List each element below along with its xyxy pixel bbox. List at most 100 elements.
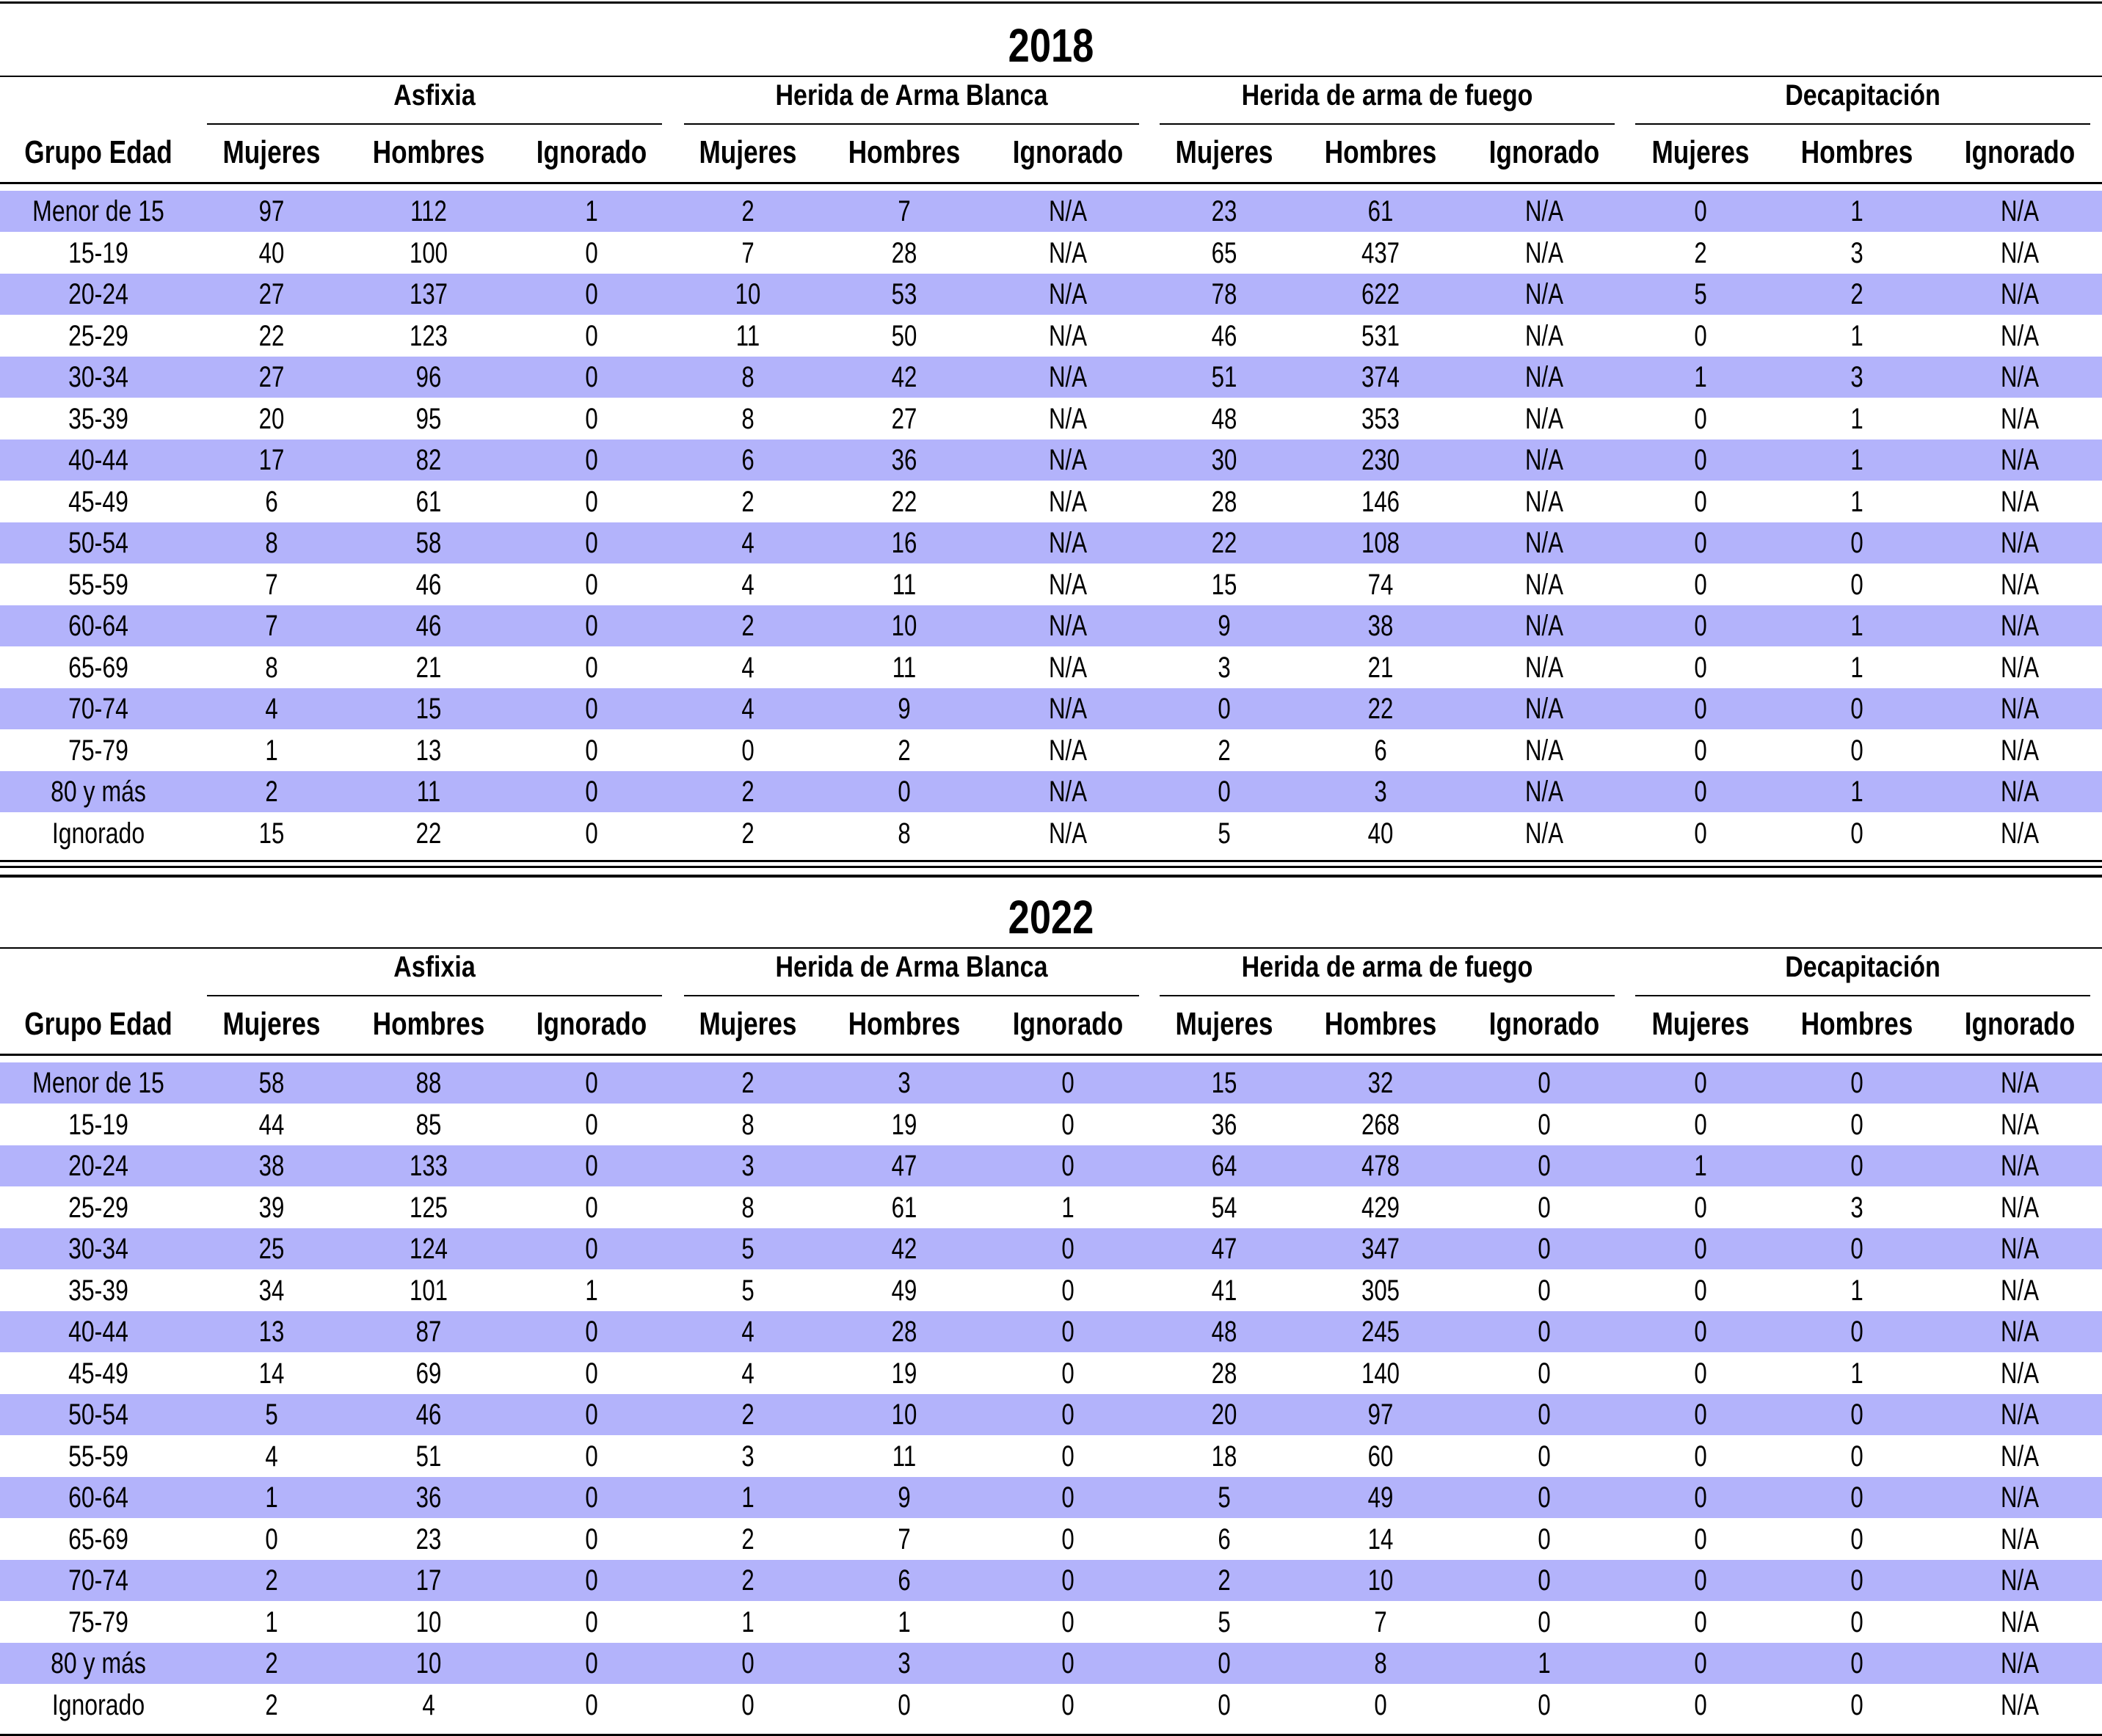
column-header: Ignorado [536,134,647,170]
data-cell: 2 [898,734,911,767]
data-cell: 7 [898,1522,911,1556]
data-cell: 21 [415,651,442,684]
data-cell: 1 [741,1605,754,1638]
data-cell: 0 [585,1357,598,1390]
data-cell: 4 [741,568,754,601]
data-cell: 5 [741,1233,754,1265]
data-cell: 0 [1694,1316,1707,1348]
data-cell: 51 [415,1440,442,1473]
data-cell: 0 [1850,1108,1863,1141]
table-row: 25-29 39 125 0 8 61 1 54 429 0 0 3 N/A [0,1187,2102,1228]
data-cell: 3 [741,1150,754,1182]
data-cell: 27 [258,278,285,310]
data-cell: 0 [1694,1564,1707,1597]
group-header: Asfixia [393,951,476,983]
data-cell: 48 [1211,1316,1237,1348]
data-cell: 347 [1361,1233,1400,1265]
data-cell: N/A [1048,444,1088,476]
data-cell: N/A [1048,319,1088,352]
data-cell: N/A [1524,568,1564,601]
data-cell: 0 [1538,1233,1551,1265]
data-cell: N/A [2000,444,2040,476]
data-cell: 0 [1694,1647,1707,1680]
data-cell: 3 [1374,776,1387,808]
data-cell: 0 [585,693,598,725]
table-row: 60-64 7 46 0 2 10 N/A 9 38 N/A 0 1 N/A [0,605,2102,646]
data-cell: 0 [1061,1108,1074,1141]
age-group-cell: 35-39 [68,402,128,435]
data-cell: 0 [1538,1357,1551,1390]
table-row: 35-39 34 101 1 5 49 0 41 305 0 0 1 N/A [0,1270,2102,1311]
data-cell: N/A [1048,236,1088,269]
data-cell: 0 [585,1316,598,1348]
data-cell: N/A [1524,361,1564,393]
data-cell: 1 [1850,485,1863,518]
data-cell: 11 [892,651,917,684]
data-cell: N/A [2000,402,2040,435]
data-cell: 2 [741,1564,754,1597]
data-cell: 38 [258,1150,285,1182]
age-group-cell: 45-49 [68,485,128,518]
age-group-cell: 15-19 [68,1108,128,1141]
data-cell: 1 [898,1605,911,1638]
data-cell: 0 [1694,1067,1707,1099]
data-cell: 0 [1694,402,1707,435]
data-cell: N/A [1048,610,1088,642]
data-cell: N/A [2000,1233,2040,1265]
data-cell: N/A [1524,444,1564,476]
table-row: 15-19 40 100 0 7 28 N/A 65 437 N/A 2 3 N/A [0,233,2102,274]
data-cell: 124 [409,1233,448,1265]
data-cell: 8 [1374,1647,1387,1680]
table-row: 35-39 20 95 0 8 27 N/A 48 353 N/A 0 1 N/A [0,398,2102,440]
data-cell: 1 [1850,1274,1863,1307]
data-cell: 0 [585,1440,598,1473]
data-cell: 8 [265,527,278,559]
age-group-cell: 45-49 [68,1357,128,1390]
data-cell: 87 [415,1316,442,1348]
data-cell: 3 [741,1440,754,1473]
data-cell: 50 [891,319,917,352]
data-cell: 0 [1850,527,1863,559]
data-cell: 0 [1850,1398,1863,1431]
data-cell: N/A [2000,568,2040,601]
column-header: Mujeres [222,1006,321,1042]
data-cell: N/A [1524,693,1564,725]
data-cell: 38 [1367,610,1394,642]
data-cell: N/A [2000,1522,2040,1556]
age-group-cell: 15-19 [68,236,128,269]
data-cell: 3 [1850,236,1863,269]
data-cell: 61 [1367,195,1394,227]
table-row: 75-79 1 13 0 0 2 N/A 2 6 N/A 0 0 N/A [0,730,2102,771]
data-cell: N/A [2000,651,2040,684]
data-cell: 0 [585,319,598,352]
data-cell: 42 [891,361,917,393]
data-cell: 0 [1061,1522,1074,1556]
data-cell: 0 [1694,776,1707,808]
data-cell: 353 [1361,402,1400,435]
data-cell: 0 [585,817,598,850]
data-cell: 230 [1361,444,1400,476]
table-row: Menor de 15 58 88 0 2 3 0 15 32 0 0 0 N/A [0,1062,2102,1104]
table-row: 25-29 22 123 0 11 50 N/A 46 531 N/A 0 1 N/A [0,316,2102,357]
data-cell: 0 [585,776,598,808]
data-cell: 0 [1694,1481,1707,1514]
data-cell: 0 [1850,1564,1863,1597]
data-cell: 0 [1061,1481,1074,1514]
data-cell: 8 [741,361,754,393]
data-cell: 0 [1850,1150,1863,1182]
data-cell: 0 [585,1233,598,1265]
data-cell: 47 [891,1150,917,1182]
data-cell: 2 [1218,1564,1231,1597]
data-cell: N/A [1048,485,1088,518]
year-table: 2022 Asfixia Herida de Arma Blanca Herida d… [0,872,2102,1736]
data-cell: N/A [1524,236,1564,269]
column-header: Mujeres [1175,1006,1273,1042]
data-cell: N/A [2000,1605,2040,1638]
table-row: 80 y más 2 11 0 2 0 N/A 0 3 N/A 0 1 N/A [0,771,2102,812]
group-underline [1160,123,1615,125]
column-header: Hombres [1324,134,1437,170]
data-cell: N/A [1048,734,1088,767]
age-group-cell: 65-69 [68,1522,128,1556]
data-cell: 1 [1850,195,1863,227]
group-underline [1635,123,2090,125]
